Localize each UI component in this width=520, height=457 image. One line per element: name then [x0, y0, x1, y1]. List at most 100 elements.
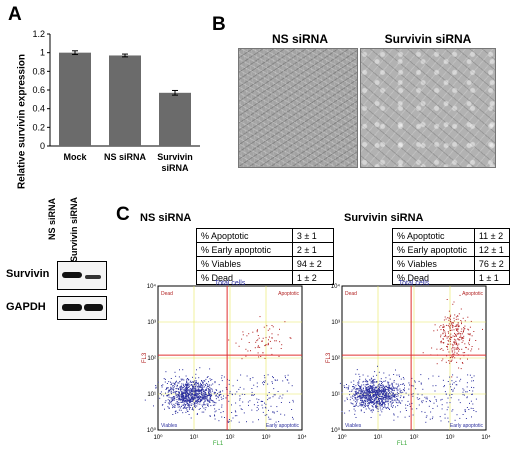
event-dot [369, 403, 371, 405]
event-dot [356, 401, 358, 403]
event-dot [186, 392, 188, 394]
event-dot [472, 393, 473, 395]
event-dot [207, 390, 209, 392]
event-dot [257, 335, 259, 336]
event-dot [290, 337, 292, 339]
event-dot [443, 319, 445, 321]
event-dot [391, 402, 393, 404]
event-dot [443, 326, 445, 328]
event-dot [212, 401, 214, 403]
event-dot [386, 394, 388, 396]
event-dot [185, 401, 187, 403]
event-dot [392, 392, 394, 394]
event-dot [246, 421, 247, 423]
event-dot [193, 386, 195, 388]
event-dot [196, 393, 198, 395]
event-dot [393, 399, 395, 401]
event-dot [462, 391, 464, 393]
event-dot [455, 341, 457, 343]
event-dot [458, 348, 460, 350]
event-dot [352, 395, 354, 397]
event-dot [183, 396, 185, 398]
event-dot [412, 414, 414, 416]
event-dot [386, 401, 388, 403]
event-dot [454, 419, 456, 421]
event-dot [219, 390, 221, 392]
event-dot [179, 380, 181, 382]
event-dot [388, 381, 390, 383]
event-dot [447, 339, 449, 341]
event-dot [460, 334, 462, 336]
event-dot [180, 409, 182, 411]
stat-label: % Viables [196, 256, 293, 271]
event-dot [420, 374, 422, 376]
event-dot [390, 389, 392, 390]
event-dot [371, 385, 373, 387]
event-dot [447, 381, 449, 382]
event-dot [375, 392, 377, 394]
event-dot [451, 329, 453, 331]
event-dot [173, 398, 175, 400]
event-dot [364, 392, 366, 394]
event-dot [188, 379, 190, 381]
event-dot [191, 392, 193, 394]
event-dot [457, 327, 459, 329]
event-dot [170, 391, 172, 392]
event-dot [365, 378, 367, 380]
event-dot [452, 357, 454, 359]
event-dot [397, 389, 399, 391]
quadrant-label-dead: Dead [345, 291, 357, 297]
event-dot [443, 329, 445, 331]
event-dot [378, 389, 380, 391]
event-dot [201, 380, 202, 381]
event-dot [252, 377, 254, 379]
event-dot [444, 331, 446, 333]
event-dot [366, 401, 368, 403]
event-dot [386, 391, 388, 393]
event-dot [202, 382, 204, 384]
event-dot [268, 397, 270, 399]
event-dot [370, 377, 372, 379]
event-dot [185, 407, 187, 409]
event-dot [384, 405, 386, 407]
event-dot [391, 389, 393, 391]
event-dot [377, 394, 379, 396]
event-dot [374, 395, 375, 397]
event-dot [217, 396, 219, 398]
event-dot [199, 403, 201, 405]
event-dot [420, 382, 422, 384]
event-dot [372, 379, 374, 381]
event-dot [182, 400, 184, 402]
event-dot [292, 416, 293, 418]
event-dot [354, 394, 356, 396]
event-dot [264, 357, 266, 359]
event-dot [392, 396, 394, 398]
event-dot [213, 393, 215, 395]
event-dot [379, 403, 381, 405]
event-dot [380, 385, 382, 387]
y-tick-label: 10⁴ [331, 283, 341, 290]
event-dot [193, 397, 195, 399]
event-dot [456, 347, 458, 348]
event-dot [223, 376, 225, 378]
event-dot [369, 394, 371, 396]
event-dot [361, 396, 362, 398]
event-dot [457, 315, 459, 317]
event-dot [206, 385, 208, 387]
event-dot [372, 396, 374, 398]
event-dot [198, 401, 200, 403]
event-dot [466, 391, 468, 393]
event-dot [231, 404, 232, 406]
event-dot [379, 398, 381, 400]
event-dot [382, 395, 383, 397]
y-axis-label: FL3 [326, 352, 332, 363]
event-dot [399, 397, 401, 399]
event-dot [366, 395, 368, 397]
event-dot [172, 390, 174, 392]
event-dot [144, 399, 146, 401]
event-dot [463, 337, 465, 339]
event-dot [412, 393, 414, 395]
event-dot [253, 404, 255, 406]
event-dot [355, 391, 357, 393]
event-dot [360, 387, 362, 389]
